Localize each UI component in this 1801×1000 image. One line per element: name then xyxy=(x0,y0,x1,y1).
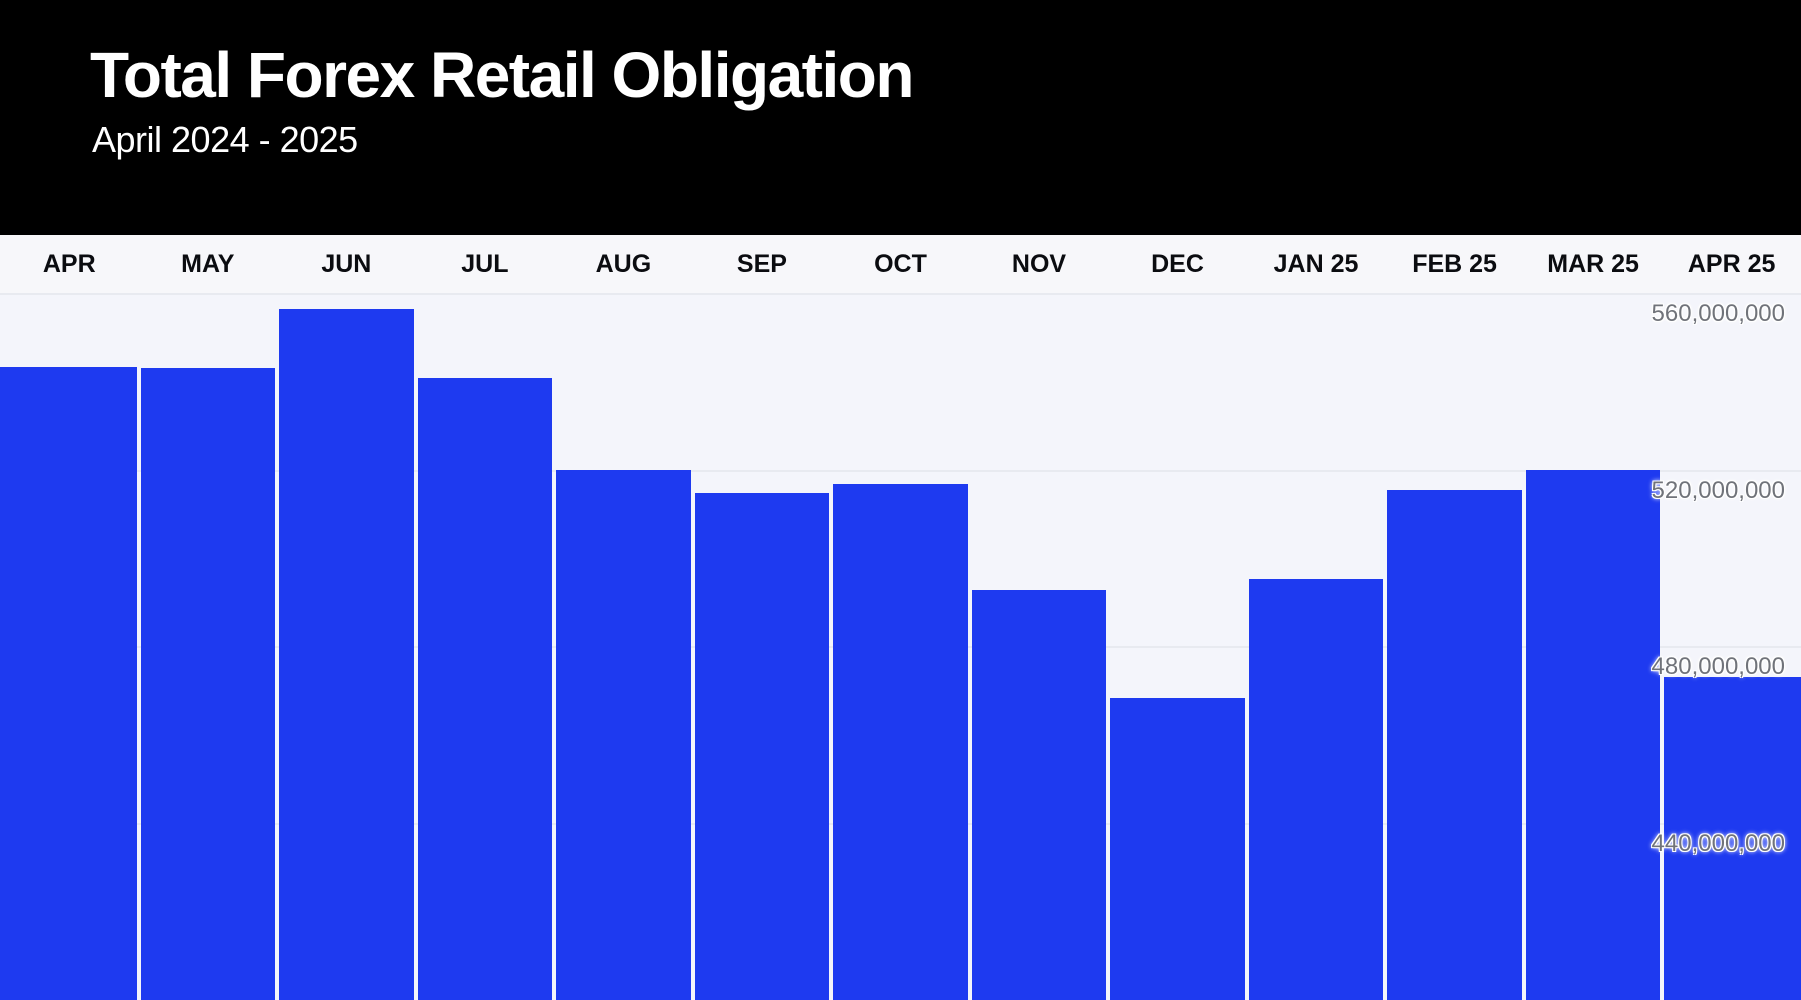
month-label-may: MAY xyxy=(181,250,235,278)
bar-nov xyxy=(971,589,1107,1000)
y-tick-label-520-000-000: 520,000,000 xyxy=(1651,476,1785,504)
bar-feb-25 xyxy=(1387,489,1522,1000)
bar-may xyxy=(140,368,276,1000)
month-label-apr: APR xyxy=(42,250,96,278)
month-label-nov: NOV xyxy=(1011,250,1067,278)
month-label-aug: AUG xyxy=(595,250,652,278)
gridline-560-000-000 xyxy=(0,293,1801,295)
page-subtitle: April 2024 - 2025 xyxy=(92,119,358,161)
gridline-520-000-000 xyxy=(0,469,1801,472)
month-label-jan-25: JAN 25 xyxy=(1273,250,1359,278)
bar-sep xyxy=(694,493,830,1000)
bar-oct xyxy=(833,483,968,1000)
bar-jun xyxy=(279,309,414,1000)
month-label-feb-25: FEB 25 xyxy=(1412,250,1497,278)
bar-apr xyxy=(0,366,137,1000)
bar-jan-25 xyxy=(1248,579,1384,1000)
month-label-mar-25: MAR 25 xyxy=(1547,250,1639,278)
plot-area: 560,000,000 520,000,000 480,000,000 440,000… xyxy=(0,293,1801,1000)
bar-apr-25 xyxy=(1664,676,1801,1000)
chart-header: Total Forex Retail Obligation April 2024… xyxy=(0,0,1801,235)
bar-jul xyxy=(417,377,553,1000)
y-tick-label-560-000-000: 560,000,000 xyxy=(1651,300,1785,327)
y-tick-label-440-000-000: 440,000,000 xyxy=(1651,829,1785,857)
bar-mar-25 xyxy=(1525,470,1661,1000)
bar-dec xyxy=(1110,697,1245,1000)
month-label-jun: JUN xyxy=(321,250,372,278)
page-title: Total Forex Retail Obligation xyxy=(90,39,914,111)
month-labels-row: APR MAY JUN JUL AUG SEP OCT NOV DEC JAN 25 FEB 25 M… xyxy=(0,235,1801,294)
month-label-oct: OCT xyxy=(874,250,927,278)
month-label-apr-25: APR 25 xyxy=(1687,250,1776,278)
y-tick-label-480-000-000: 480,000,000 xyxy=(1651,653,1785,680)
bar-aug xyxy=(556,469,691,1000)
month-label-sep: SEP xyxy=(736,250,787,278)
month-label-jul: JUL xyxy=(461,250,509,278)
month-label-dec: DEC xyxy=(1151,250,1204,278)
